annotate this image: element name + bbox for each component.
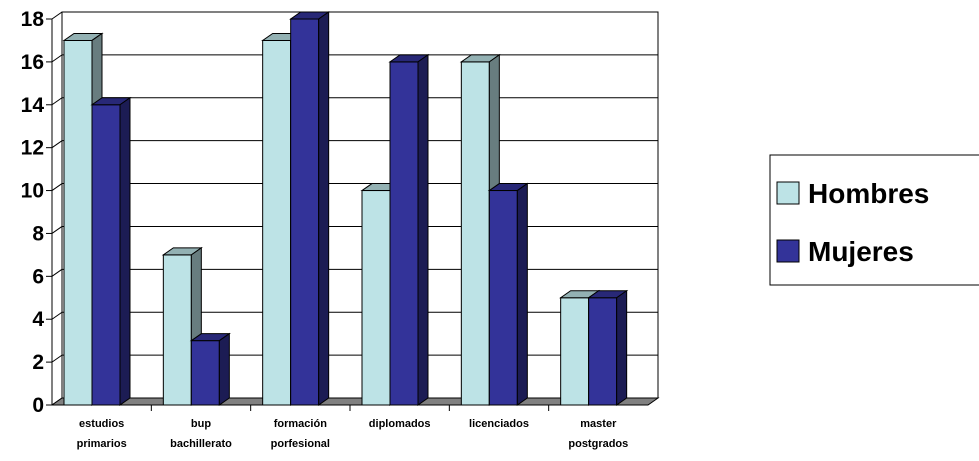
bar-side-face: [119, 96, 131, 406]
y-tick-label: 16: [21, 51, 44, 74]
x-category-label-line: porfesional: [271, 438, 330, 450]
x-category-label: bup bachillerato: [170, 418, 232, 450]
x-category-label-line: bup: [191, 418, 211, 430]
x-category-label-line: estudios: [79, 418, 124, 430]
y-tick-label: 8: [32, 222, 44, 245]
bar-front-face: [290, 18, 320, 406]
bar-mujeres-2: [289, 11, 331, 406]
y-tick-connector: [51, 140, 63, 149]
x-category-label-line: licenciados: [469, 418, 529, 430]
x-category-label: estudios primarios: [77, 418, 127, 450]
y-tick-label: 18: [21, 8, 45, 31]
x-category-label-line: master: [580, 418, 617, 430]
bar-front-face: [262, 39, 292, 406]
x-category-label-line: primarios: [77, 438, 127, 450]
bar-mujeres-3: [388, 53, 430, 406]
bar-front-face: [190, 340, 220, 406]
x-category-label-line: formación: [274, 418, 327, 430]
y-tick-connector: [51, 97, 63, 106]
bar-front-face: [588, 297, 618, 406]
bar-mujeres-5: [587, 289, 629, 406]
x-category-labels: estudios primarios bup bachillerato formació…: [77, 418, 629, 450]
bar-side-face: [417, 53, 429, 406]
plot-back-wall: [61, 11, 659, 399]
bar-front-face: [560, 297, 590, 406]
bar-front-face: [488, 190, 518, 406]
x-category-label: master postgrados: [568, 418, 628, 450]
y-tick-connector: [51, 11, 63, 20]
bar-front-face: [63, 39, 93, 406]
y-tick-connector: [51, 54, 63, 63]
bar-side-face: [516, 182, 528, 406]
x-category-label: licenciados: [469, 418, 529, 430]
y-tick-labels: 0 2 4 6 8 10 12 14 16 18: [21, 8, 45, 417]
y-tick-connector: [51, 311, 63, 320]
y-tick-connector: [51, 183, 63, 191]
y-tick-connector: [51, 354, 63, 363]
bar-front-face: [361, 190, 391, 406]
x-category-label-line: postgrados: [568, 438, 628, 450]
legend-swatch-hombres: [776, 181, 800, 205]
y-tick-label: 10: [21, 180, 44, 203]
bar-front-face: [162, 254, 192, 406]
y-tick-label: 2: [32, 351, 44, 374]
legend-box: [769, 154, 979, 286]
y-tick-label: 12: [21, 137, 44, 160]
gridlines: [61, 11, 659, 399]
bar-front-face: [389, 61, 419, 406]
legend: Hombres Mujeres: [769, 154, 979, 286]
bar-mujeres-1: [189, 332, 231, 406]
bar-mujeres-0: [90, 96, 132, 406]
legend-label-mujeres: Mujeres: [808, 236, 914, 267]
bars: [62, 11, 629, 406]
x-category-label: formación porfesional: [271, 418, 330, 450]
bar-side-face: [616, 289, 628, 406]
y-tick-label: 0: [32, 394, 44, 417]
x-category-label-line: bachillerato: [170, 438, 232, 450]
y-tick-label: 14: [21, 94, 45, 117]
x-category-label-line: diplomados: [369, 418, 431, 430]
y-tick-label: 6: [32, 265, 44, 288]
bar-front-face: [91, 104, 121, 406]
bar-front-face: [460, 61, 490, 406]
y-tick-connector: [51, 226, 63, 234]
y-tick-label: 4: [32, 308, 44, 331]
y-tick-connector: [51, 268, 63, 277]
bar-side-face: [218, 332, 230, 406]
bar-mujeres-4: [487, 182, 529, 406]
legend-swatch-mujeres: [776, 239, 800, 263]
bar-side-face: [318, 11, 330, 406]
legend-label-hombres: Hombres: [808, 178, 929, 209]
x-category-label: diplomados: [369, 418, 431, 430]
